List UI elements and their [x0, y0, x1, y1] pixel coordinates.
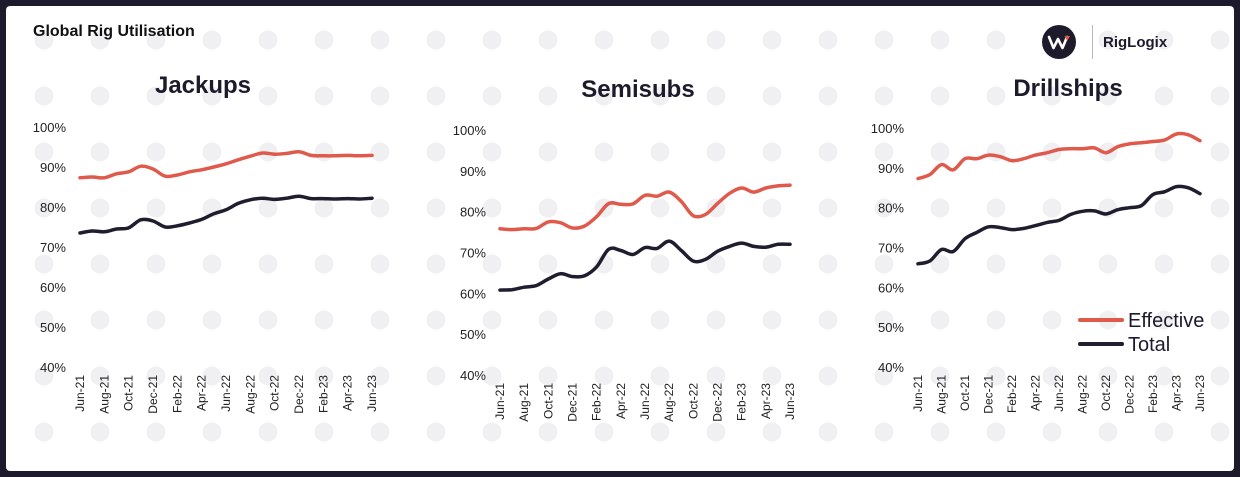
y-tick-label: 60% [460, 286, 486, 301]
chart-title: Drillships [1013, 75, 1122, 102]
x-tick-label: Jun-23 [365, 375, 379, 412]
chart-title: Jackups [155, 72, 251, 99]
chart-drillships: Drillships 40% 50% 60% 70% 80% 90% 100% Jun-21 Au… [871, 75, 1207, 414]
x-tick-label: Feb-23 [1146, 375, 1160, 413]
series-line-effective [78, 150, 374, 180]
x-tick-label: Aug-21 [97, 375, 111, 414]
y-tick-label: 80% [40, 200, 66, 215]
page-title: Global Rig Utilisation [33, 23, 195, 40]
series-line-total [78, 194, 374, 235]
y-tick-label: 40% [878, 360, 904, 375]
y-tick-label: 60% [40, 280, 66, 295]
x-tick-label: Jun-21 [493, 383, 507, 420]
y-tick-label: 50% [40, 320, 66, 335]
y-tick-label: 50% [460, 327, 486, 342]
x-tick-label: Dec-22 [292, 375, 306, 414]
y-tick-label: 80% [878, 201, 904, 216]
y-tick-label: 60% [878, 280, 904, 295]
x-tick-label: Aug-21 [517, 383, 531, 422]
x-tick-label: Jun-23 [1193, 375, 1207, 412]
series-line-total [916, 184, 1202, 266]
x-tick-label: Feb-23 [316, 375, 330, 413]
x-tick-label: Dec-22 [1123, 375, 1137, 414]
brand-divider [1092, 25, 1093, 59]
legend-effective-label: Effective [1128, 310, 1204, 332]
x-tick-label: Apr-23 [1170, 375, 1184, 411]
x-tick-label: Jun-21 [73, 375, 87, 412]
series-line-effective [498, 183, 792, 232]
y-tick-label: 40% [40, 360, 66, 375]
y-tick-label: 100% [871, 121, 905, 136]
series-line-effective [916, 131, 1202, 181]
chart-title: Semisubs [581, 76, 694, 103]
brand-name: RigLogix [1103, 33, 1168, 51]
y-tick-label: 80% [460, 205, 486, 220]
y-tick-label: 100% [33, 120, 67, 135]
dashboard-card: Global Rig Utilisation RigLogix [6, 6, 1234, 471]
y-tick-label: 70% [878, 241, 904, 256]
y-tick-label: 90% [40, 160, 66, 175]
chart-jackups: Jackups 40% 50% 60% 70% 80% 90% 100% Jun-21 Aug-2… [33, 72, 379, 414]
x-tick-label: Oct-22 [268, 375, 282, 411]
brand: RigLogix [1042, 22, 1167, 62]
x-tick-label: Jun-22 [219, 375, 233, 412]
legend-total-label: Total [1128, 334, 1170, 356]
x-tick-label: Jun-22 [1052, 375, 1066, 412]
x-tick-label: Aug-21 [935, 375, 949, 414]
y-tick-label: 90% [878, 161, 904, 176]
chart-legend: Effective Total [1078, 310, 1204, 356]
x-tick-label: Dec-21 [146, 375, 160, 414]
x-tick-label: Aug-22 [662, 383, 676, 422]
x-tick-label: Oct-21 [958, 375, 972, 411]
y-tick-label: 70% [460, 246, 486, 261]
x-tick-label: Apr-23 [759, 383, 773, 419]
x-tick-label: Oct-21 [541, 383, 555, 419]
y-tick-label: 70% [40, 240, 66, 255]
x-tick-label: Feb-22 [170, 375, 184, 413]
x-tick-label: Apr-22 [1029, 375, 1043, 411]
x-tick-label: Feb-22 [1005, 375, 1019, 413]
x-tick-label: Dec-21 [982, 375, 996, 414]
y-tick-label: 100% [453, 123, 487, 138]
x-tick-label: Oct-22 [686, 383, 700, 419]
x-tick-label: Aug-22 [243, 375, 257, 414]
x-tick-label: Apr-22 [614, 383, 628, 419]
x-tick-label: Jun-21 [911, 375, 925, 412]
y-tick-label: 50% [878, 320, 904, 335]
x-tick-label: Aug-22 [1076, 375, 1090, 414]
x-tick-label: Jun-22 [638, 383, 652, 420]
x-tick-label: Oct-21 [122, 375, 136, 411]
background-dot-pattern [6, 6, 1234, 471]
brand-logo-icon [1042, 25, 1076, 59]
x-tick-label: Jun-23 [783, 383, 797, 420]
x-tick-label: Dec-22 [711, 383, 725, 422]
y-tick-label: 40% [460, 368, 486, 383]
x-tick-label: Oct-22 [1099, 375, 1113, 411]
x-tick-label: Feb-22 [590, 383, 604, 421]
x-tick-label: Dec-21 [566, 383, 580, 422]
series-line-total [498, 239, 792, 292]
x-tick-label: Feb-23 [735, 383, 749, 421]
x-tick-label: Apr-23 [341, 375, 355, 411]
y-tick-label: 90% [460, 164, 486, 179]
chart-semisubs: Semisubs 40% 50% 60% 70% 80% 90% 100% Jun-21 Aug-… [453, 76, 797, 422]
x-tick-label: Apr-22 [195, 375, 209, 411]
